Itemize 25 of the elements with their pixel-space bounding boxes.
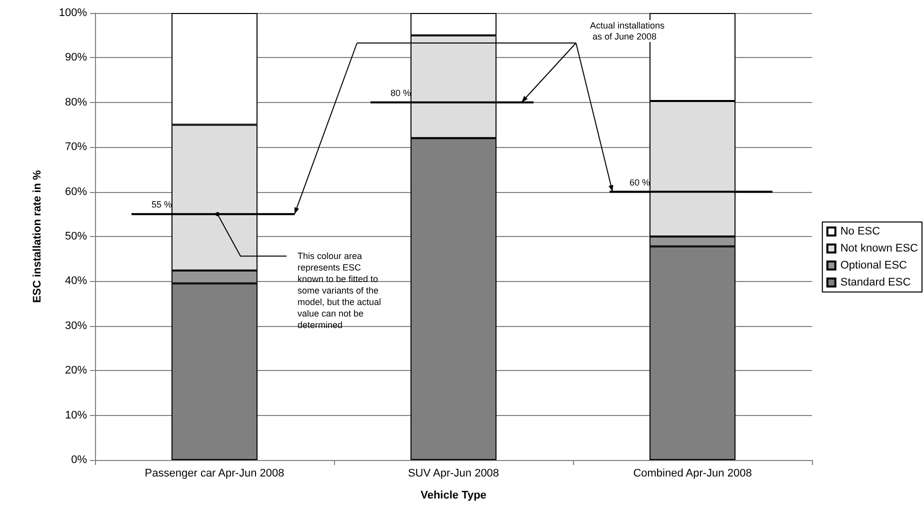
x-axis-title: Vehicle Type (420, 490, 486, 502)
y-tick-label: 80% (64, 96, 88, 108)
y-tick-label: 90% (64, 52, 88, 64)
y-tick-label: 30% (64, 320, 88, 332)
y-tick-label: 0% (71, 454, 88, 466)
x-tick-label: Combined Apr-Jun 2008 (633, 468, 752, 480)
y-tick-label: 20% (64, 364, 88, 377)
y-tick-label: 40% (64, 275, 88, 288)
legend-label: 60 % (630, 177, 650, 188)
y-tick-label: 70% (64, 141, 88, 154)
x-tick-label: Passenger car Apr-Jun 2008 (144, 468, 284, 480)
legend-label: No ESC (840, 226, 880, 238)
ref-line-label: 55 % (152, 200, 172, 210)
legend-label: Standard ESC (840, 276, 911, 288)
x-tick-label: SUV Apr-Jun 2008 (408, 468, 500, 480)
annotation: This colour area represents ESC known to be fitted to some variants of the model, but the actual value can not be determined (298, 250, 384, 330)
y-axis-title: ESC installation rate in % (32, 170, 44, 303)
y-tick-label: 10% (64, 409, 88, 422)
y-tick-label: 50% (64, 230, 88, 242)
legend-label: Optional ESC (840, 260, 908, 272)
y-tick-label: 60% (64, 186, 88, 198)
ref-line-label: 80 % (390, 88, 412, 98)
y-tick-label: 100% (58, 7, 88, 19)
annotation: Actual installations as of June 2008 (590, 20, 666, 42)
legend-label: Not known ESC (840, 242, 918, 254)
